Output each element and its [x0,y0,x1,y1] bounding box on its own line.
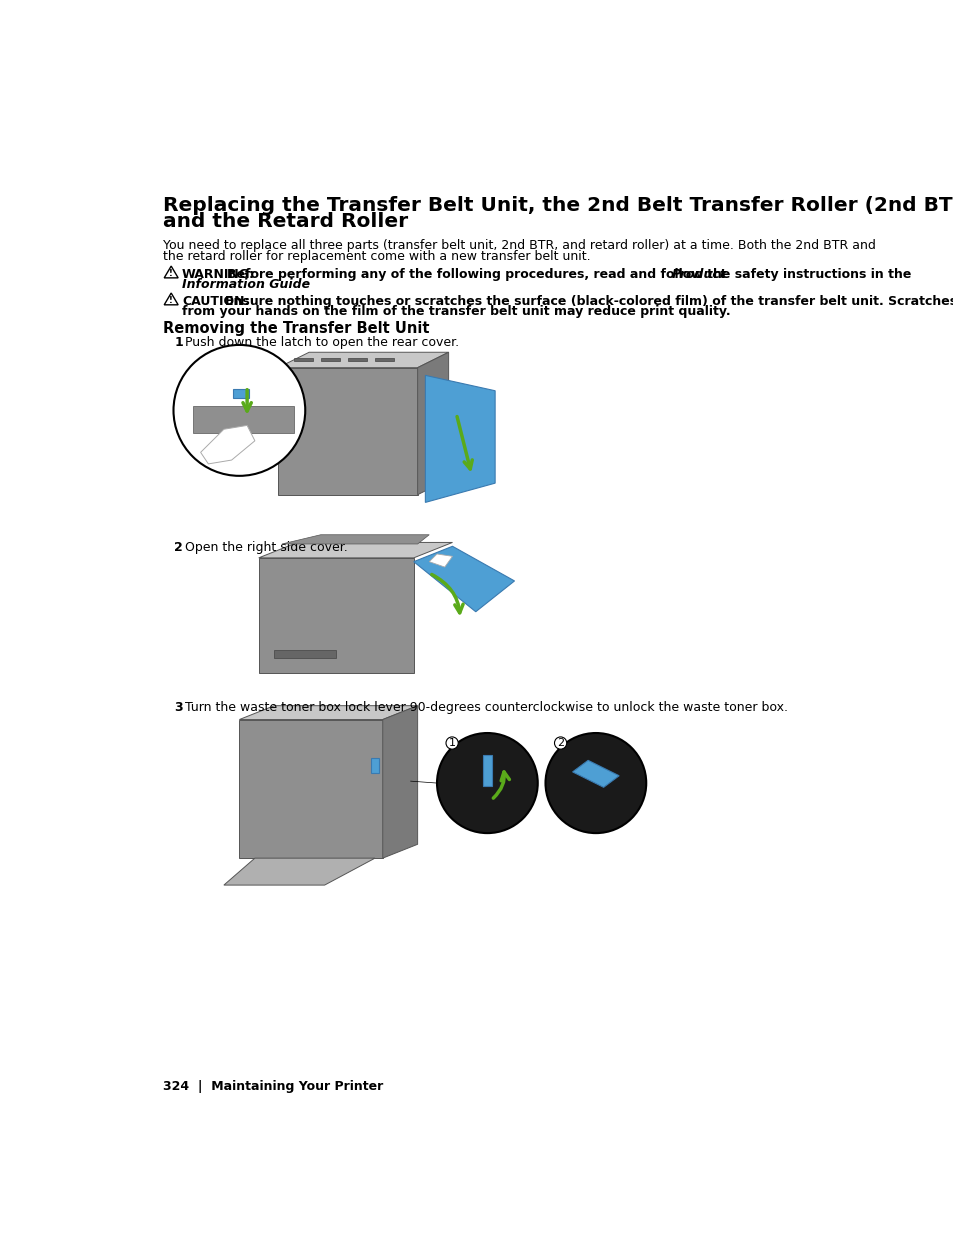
Text: Before performing any of the following procedures, read and follow the safety in: Before performing any of the following p… [227,268,915,280]
Polygon shape [224,858,375,885]
Polygon shape [193,406,294,433]
Text: Information Guide: Information Guide [182,278,310,291]
Polygon shape [258,558,414,673]
Polygon shape [425,375,495,503]
Text: Removing the Transfer Belt Unit: Removing the Transfer Belt Unit [163,321,430,336]
Polygon shape [417,352,448,495]
Text: Turn the waste toner box lock lever 90-degrees counterclockwise to unlock the wa: Turn the waste toner box lock lever 90-d… [185,701,787,714]
Polygon shape [278,352,448,368]
Text: 2: 2 [557,739,563,748]
Text: and the Retard Roller: and the Retard Roller [163,212,408,231]
Bar [482,756,492,787]
Text: !: ! [169,296,172,305]
Polygon shape [572,761,618,787]
Text: 3: 3 [174,701,183,714]
Text: the retard roller for replacement come with a new transfer belt unit.: the retard roller for replacement come w… [163,249,591,263]
Bar [320,358,340,362]
Circle shape [173,345,305,475]
Polygon shape [429,555,452,567]
Polygon shape [282,535,429,543]
Polygon shape [258,542,452,558]
Circle shape [436,734,537,834]
Text: from your hands on the film of the transfer belt unit may reduce print quality.: from your hands on the film of the trans… [182,305,730,319]
Text: CAUTION:: CAUTION: [182,294,250,308]
Text: 1: 1 [174,336,183,350]
Text: !: ! [169,269,172,278]
Text: .: . [259,278,264,291]
Polygon shape [200,425,254,464]
Bar [274,651,335,658]
Polygon shape [239,720,382,858]
Text: Open the right side cover.: Open the right side cover. [185,541,348,555]
Polygon shape [278,368,417,495]
Text: Replacing the Transfer Belt Unit, the 2nd Belt Transfer Roller (2nd BTR),: Replacing the Transfer Belt Unit, the 2n… [163,196,953,215]
Text: Product: Product [671,268,726,280]
Text: 1: 1 [448,739,456,748]
Polygon shape [382,705,417,858]
Text: You need to replace all three parts (transfer belt unit, 2nd BTR, and retard rol: You need to replace all three parts (tra… [163,240,876,252]
Text: Ensure nothing touches or scratches the surface (black-colored film) of the tran: Ensure nothing touches or scratches the … [225,294,953,308]
Bar [375,358,394,362]
Polygon shape [239,705,417,720]
Text: Push down the latch to open the rear cover.: Push down the latch to open the rear cov… [185,336,458,350]
Circle shape [545,734,645,834]
Bar [348,358,367,362]
Bar [371,758,378,773]
Text: 2: 2 [174,541,183,555]
Bar [233,389,249,399]
Polygon shape [414,546,514,611]
Text: 324  |  Maintaining Your Printer: 324 | Maintaining Your Printer [163,1079,383,1093]
Text: WARNING:: WARNING: [182,268,254,280]
Bar [294,358,313,362]
